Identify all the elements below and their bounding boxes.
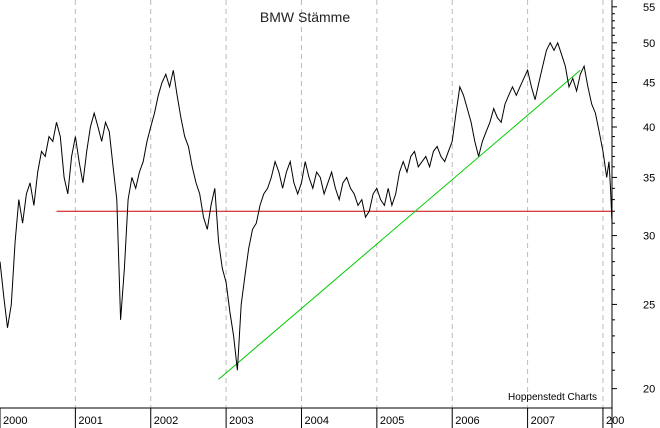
y-axis: 20 25 30 35 40 45 50 55 bbox=[612, 2, 655, 396]
x-tick-label: 2005 bbox=[380, 415, 404, 427]
x-tick-label: 2003 bbox=[229, 415, 253, 427]
y-tick-label: 45 bbox=[643, 78, 655, 90]
y-tick-label: 55 bbox=[643, 2, 655, 14]
x-tick-label: 2007 bbox=[531, 415, 555, 427]
y-tick-label: 35 bbox=[643, 172, 655, 184]
y-tick-label: 50 bbox=[643, 38, 655, 50]
x-tick-label: 2006 bbox=[455, 415, 479, 427]
reference-lines bbox=[56, 69, 612, 380]
trend-line bbox=[218, 69, 581, 380]
gridlines bbox=[74, 0, 604, 408]
y-tick-label: 40 bbox=[643, 122, 655, 134]
x-tick-label: 200 bbox=[606, 415, 624, 427]
price-series-line bbox=[0, 41, 613, 371]
x-tick-label: 2001 bbox=[78, 415, 102, 427]
x-tick-label: 2004 bbox=[304, 415, 328, 427]
x-axis: 2000 2001 2002 2003 2004 2005 2006 2007 200 bbox=[0, 408, 624, 428]
y-tick-label: 20 bbox=[643, 384, 655, 396]
y-tick-label: 25 bbox=[643, 299, 655, 311]
x-tick-label: 2002 bbox=[154, 415, 178, 427]
y-tick-label: 30 bbox=[643, 231, 655, 243]
chart-title: BMW Stämme bbox=[260, 9, 350, 25]
x-tick-label: 2000 bbox=[3, 415, 27, 427]
chart-source: Hoppenstedt Charts bbox=[508, 392, 597, 403]
